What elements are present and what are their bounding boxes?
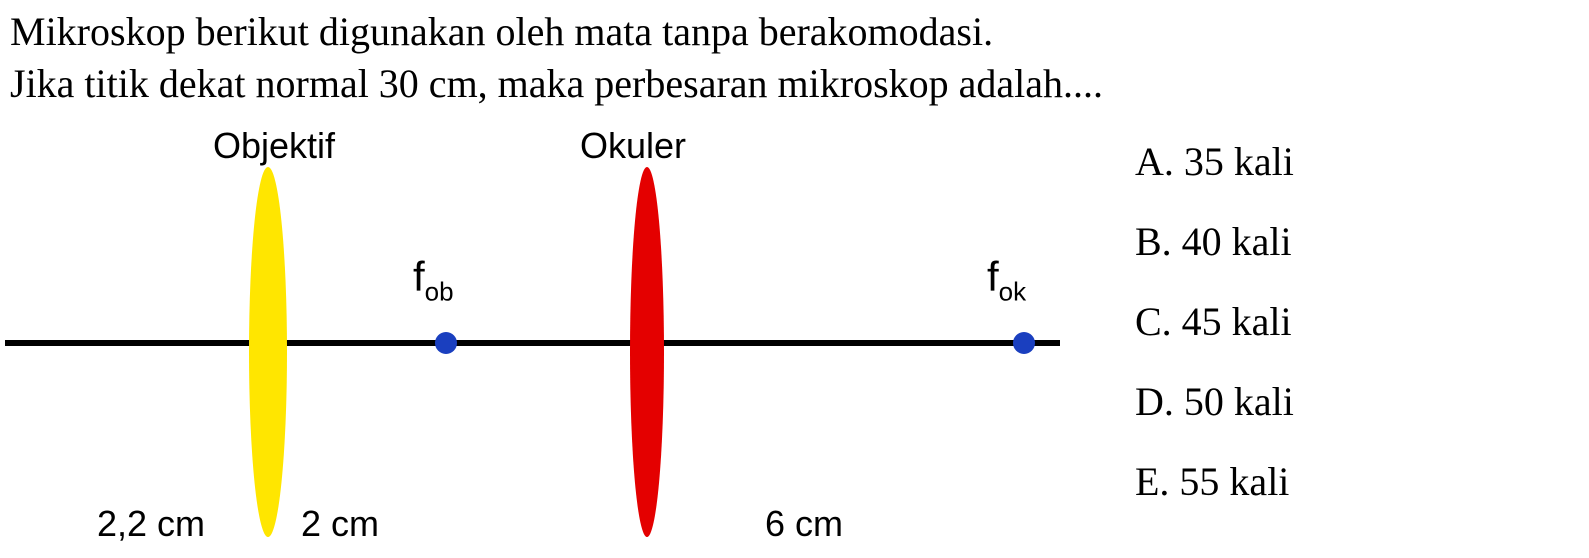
option-c: C. 45 kali xyxy=(1135,282,1294,362)
option-e: E. 55 kali xyxy=(1135,442,1294,522)
microscope-diagram: Objektif fob 2,2 cm 2 cm Okuler fok 6 cm xyxy=(5,125,1065,545)
objective-focal-point-icon xyxy=(435,332,457,354)
ocular-label: Okuler xyxy=(580,125,686,167)
question-line1: Mikroskop berikut digunakan oleh mata ta… xyxy=(10,6,1103,58)
ocular-focal-label: fok xyxy=(987,253,1026,307)
objective-lens-icon xyxy=(249,167,287,537)
ocular-focal-sub: ok xyxy=(999,276,1026,306)
objective-distance-right: 2 cm xyxy=(301,503,379,545)
objective-focal-f: f xyxy=(413,253,425,300)
ocular-focal-point-icon xyxy=(1013,332,1035,354)
option-a: A. 35 kali xyxy=(1135,122,1294,202)
objective-distance-left: 2,2 cm xyxy=(97,503,205,545)
objective-label: Objektif xyxy=(213,125,335,167)
optical-axis-line xyxy=(5,340,1060,346)
ocular-focal-f: f xyxy=(987,253,999,300)
question-text: Mikroskop berikut digunakan oleh mata ta… xyxy=(10,6,1103,110)
objective-focal-label: fob xyxy=(413,253,454,307)
option-d: D. 50 kali xyxy=(1135,362,1294,442)
objective-focal-sub: ob xyxy=(425,276,454,306)
question-line2: Jika titik dekat normal 30 cm, maka perb… xyxy=(10,58,1103,110)
answer-options: A. 35 kali B. 40 kali C. 45 kali D. 50 k… xyxy=(1135,122,1294,522)
ocular-distance: 6 cm xyxy=(765,503,843,545)
option-b: B. 40 kali xyxy=(1135,202,1294,282)
ocular-lens-icon xyxy=(630,167,664,537)
